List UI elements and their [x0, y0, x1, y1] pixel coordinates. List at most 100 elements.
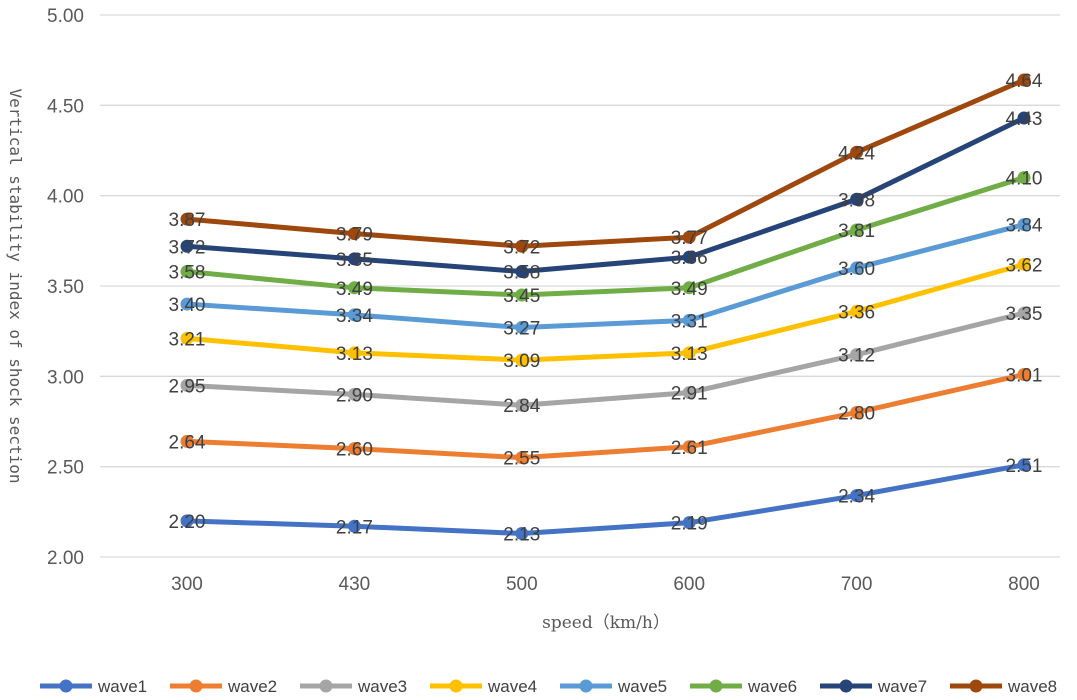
data-label-wave2: 2.80: [838, 403, 875, 424]
data-label-wave7: 3.65: [336, 250, 373, 271]
data-point-wave4: [1017, 257, 1031, 271]
data-point-wave3: [515, 398, 529, 412]
legend-label: wave5: [617, 677, 667, 696]
data-label-wave8: 4.24: [838, 143, 875, 164]
data-point-wave2: [515, 451, 529, 465]
data-label-wave5: 3.31: [671, 311, 708, 332]
data-point-wave3: [850, 348, 864, 362]
data-point-wave5: [515, 321, 529, 335]
data-label-wave2: 2.60: [336, 440, 373, 461]
data-label-wave7: 3.98: [838, 190, 875, 211]
data-label-wave5: 3.60: [838, 259, 875, 280]
data-point-wave7: [347, 252, 361, 266]
legend-marker: [839, 679, 853, 693]
data-point-wave6: [1017, 171, 1031, 185]
x-tick-label: 700: [841, 574, 873, 595]
x-tick-label: 430: [339, 574, 371, 595]
data-point-wave8: [682, 230, 696, 244]
legend-item-wave6: wave6: [690, 677, 797, 696]
legend-marker: [449, 679, 463, 693]
data-label-wave1: 2.51: [1006, 456, 1043, 477]
data-label-wave1: 2.20: [169, 512, 206, 533]
data-point-wave1: [347, 519, 361, 533]
data-point-wave3: [180, 378, 194, 392]
legend-marker: [709, 679, 723, 693]
data-point-wave7: [850, 192, 864, 206]
data-label-wave4: 3.21: [169, 329, 206, 350]
data-label-wave1: 2.13: [503, 525, 540, 546]
data-point-wave4: [347, 346, 361, 360]
legend: wave1 wave2 wave3 wave4 wave5 wave6 wave7 wave8: [40, 677, 1057, 696]
data-label-wave4: 3.62: [1006, 255, 1043, 276]
legend-item-wave2: wave2: [170, 677, 277, 696]
legend-marker: [579, 679, 593, 693]
data-label-wave7: 3.66: [671, 248, 708, 269]
x-tick-label: 600: [673, 574, 705, 595]
data-label-wave6: 3.49: [671, 279, 708, 300]
data-label-wave3: 3.12: [838, 346, 875, 367]
legend-item-wave8: wave8: [950, 677, 1057, 696]
data-label-wave3: 2.84: [503, 396, 540, 417]
data-point-wave3: [682, 386, 696, 400]
series-line-wave4: [184, 261, 1027, 363]
x-axis-ticks: 300 430 500 600 700 800: [171, 574, 1040, 595]
data-label-wave7: 4.43: [1006, 109, 1043, 130]
legend-marker: [189, 679, 203, 693]
series-line-wave6: [184, 175, 1027, 298]
data-point-wave1: [1017, 458, 1031, 472]
y-tick-label: 4.50: [47, 96, 84, 117]
x-tick-label: 800: [1008, 574, 1040, 595]
data-label-wave6: 3.45: [503, 286, 540, 307]
data-point-wave7: [515, 265, 529, 279]
legend-marker: [59, 679, 73, 693]
series-line-wave7: [184, 115, 1027, 275]
legend-item-wave4: wave4: [430, 677, 537, 696]
series-line-wave2: [184, 372, 1027, 461]
data-point-wave8: [347, 227, 361, 241]
data-label-wave8: 3.77: [671, 228, 708, 249]
data-point-wave2: [850, 405, 864, 419]
data-label-wave2: 2.64: [169, 432, 206, 453]
data-label-wave8: 4.64: [1006, 71, 1043, 92]
data-label-wave4: 3.36: [838, 302, 875, 323]
x-tick-label: 500: [506, 574, 538, 595]
data-point-wave1: [850, 489, 864, 503]
data-point-wave1: [682, 516, 696, 530]
data-label-wave1: 2.19: [671, 514, 708, 535]
data-label-wave8: 3.79: [336, 225, 373, 246]
x-tick-label: 300: [171, 574, 203, 595]
data-point-wave2: [1017, 368, 1031, 382]
data-label-wave6: 3.58: [169, 263, 206, 284]
legend-label: wave6: [747, 677, 797, 696]
data-point-wave3: [1017, 306, 1031, 320]
data-point-wave6: [850, 223, 864, 237]
y-tick-label: 2.50: [47, 458, 84, 479]
data-label-wave5: 3.27: [503, 319, 540, 340]
data-label-wave6: 4.10: [1006, 169, 1043, 190]
data-point-wave2: [180, 434, 194, 448]
data-point-wave7: [1017, 111, 1031, 125]
data-label-wave1: 2.17: [336, 517, 373, 538]
data-label-wave4: 3.09: [503, 351, 540, 372]
legend-label: wave3: [357, 677, 407, 696]
data-point-wave4: [682, 346, 696, 360]
data-point-wave2: [347, 442, 361, 456]
data-point-wave7: [682, 250, 696, 264]
data-label-wave3: 2.95: [169, 376, 206, 397]
data-point-wave3: [347, 387, 361, 401]
y-axis-label: Vertical stability index of shock sectio…: [6, 89, 25, 484]
data-label-wave8: 3.72: [503, 237, 540, 258]
data-point-wave8: [850, 145, 864, 159]
data-label-wave3: 2.91: [671, 384, 708, 405]
y-tick-label: 2.00: [47, 548, 84, 569]
data-point-wave6: [180, 265, 194, 279]
data-point-wave2: [682, 440, 696, 454]
data-label-wave8: 3.87: [169, 210, 206, 231]
data-point-wave6: [347, 281, 361, 295]
x-axis-label: speed（km/h）: [542, 613, 670, 633]
data-point-wave1: [180, 514, 194, 528]
data-point-wave8: [180, 212, 194, 226]
data-point-wave5: [1017, 218, 1031, 232]
